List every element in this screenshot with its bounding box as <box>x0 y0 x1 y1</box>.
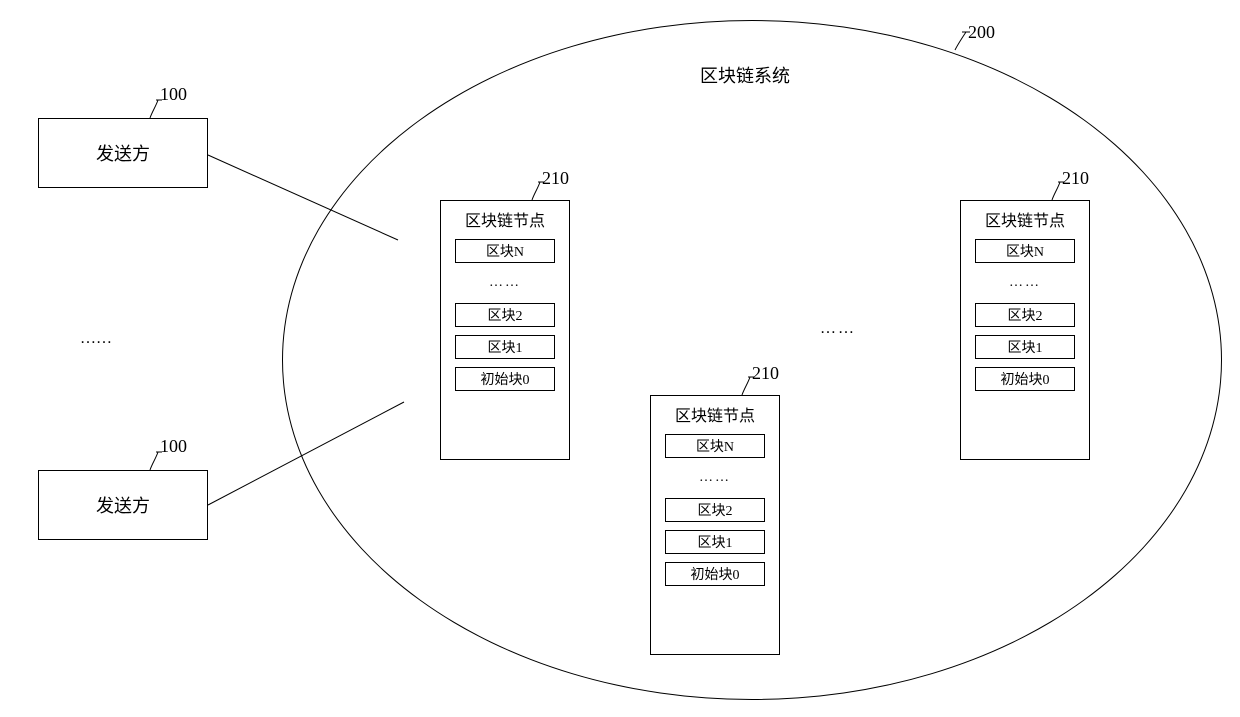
sender-label: 发送方 <box>96 492 150 518</box>
block: 区块1 <box>665 530 765 554</box>
block: 区块2 <box>455 303 555 327</box>
node-title: 区块链节点 <box>465 207 545 231</box>
blockchain-node: 区块链节点区块N …… 区块2 区块1 初始块0 <box>650 395 780 655</box>
node-ellipsis: …… <box>820 320 856 338</box>
sender-label: 发送方 <box>96 140 150 166</box>
block: 区块2 <box>975 303 1075 327</box>
node-title: 区块链节点 <box>675 402 755 426</box>
sender-box: 发送方 <box>38 118 208 188</box>
block: 区块1 <box>975 335 1075 359</box>
block: 区块N <box>975 239 1075 263</box>
system-ref: 200 <box>968 22 995 43</box>
block-ellipsis: …… <box>489 275 521 291</box>
sender-ellipsis: …… <box>80 330 112 348</box>
node-ref: 210 <box>542 168 569 189</box>
node-title: 区块链节点 <box>985 207 1065 231</box>
node-ref: 210 <box>1062 168 1089 189</box>
node-ref: 210 <box>752 363 779 384</box>
system-title: 区块链系统 <box>700 62 790 88</box>
block-ellipsis: …… <box>699 470 731 486</box>
block: 区块N <box>665 434 765 458</box>
block: 区块N <box>455 239 555 263</box>
sender-box: 发送方 <box>38 470 208 540</box>
block: 初始块0 <box>665 562 765 586</box>
blockchain-node: 区块链节点区块N …… 区块2 区块1 初始块0 <box>960 200 1090 460</box>
blockchain-node: 区块链节点区块N …… 区块2 区块1 初始块0 <box>440 200 570 460</box>
block: 区块2 <box>665 498 765 522</box>
block: 区块1 <box>455 335 555 359</box>
sender-ref: 100 <box>160 436 187 457</box>
block: 初始块0 <box>455 367 555 391</box>
sender-ref: 100 <box>160 84 187 105</box>
diagram-canvas: 区块链系统200发送方100发送方100……区块链节点区块N……区块2区块1初始… <box>0 0 1240 717</box>
block: 初始块0 <box>975 367 1075 391</box>
block-ellipsis: …… <box>1009 275 1041 291</box>
